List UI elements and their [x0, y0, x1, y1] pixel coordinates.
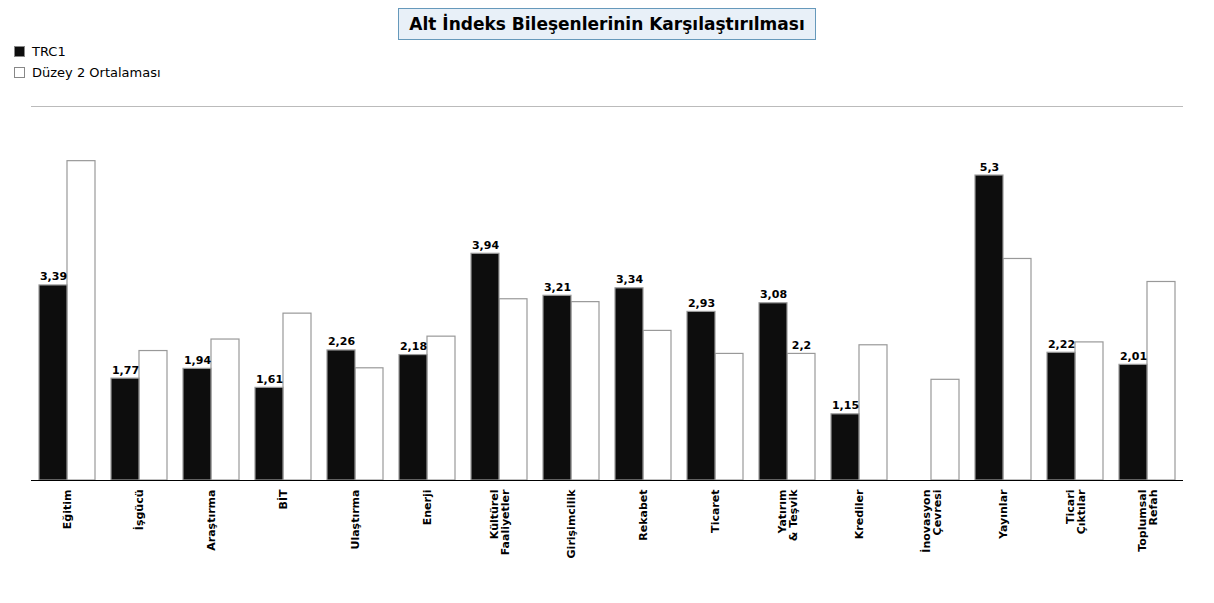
svg-text:Krediler: Krediler: [853, 489, 866, 539]
svg-text:KültürelFaaliyetler: KültürelFaaliyetler: [488, 489, 512, 555]
svg-text:2,26: 2,26: [328, 335, 355, 348]
svg-text:3,34: 3,34: [616, 273, 643, 286]
svg-text:2,01: 2,01: [1120, 350, 1147, 363]
svg-text:1,15: 1,15: [832, 399, 859, 412]
svg-text:1,94: 1,94: [184, 354, 211, 367]
svg-text:TicariÇıktılar: TicariÇıktılar: [1064, 489, 1088, 534]
svg-text:3,39: 3,39: [40, 270, 67, 283]
svg-text:2,18: 2,18: [400, 340, 427, 353]
html-text:Düzey 2 Ortalaması: Düzey 2 Ortalaması: [32, 65, 161, 80]
svg-text:BİT: BİT: [276, 489, 290, 509]
svg-text:3,21: 3,21: [544, 281, 571, 294]
svg-text:2,2: 2,2: [792, 339, 812, 352]
svg-text:Enerji: Enerji: [421, 490, 434, 526]
svg-text:Yatırım& Teşvik: Yatırım& Teşvik: [776, 489, 800, 541]
svg-text:Araştırma: Araştırma: [205, 490, 218, 551]
svg-text:Girişimcilik: Girişimcilik: [565, 489, 578, 559]
svg-text:Ulaştırma: Ulaştırma: [349, 490, 362, 550]
svg-text:İnovasyonÇevresi: İnovasyonÇevresi: [919, 490, 944, 553]
svg-text:3,94: 3,94: [472, 239, 499, 252]
svg-text:2,22: 2,22: [1048, 338, 1075, 351]
svg-text:Rekabet: Rekabet: [637, 490, 650, 541]
svg-text:2,93: 2,93: [688, 297, 715, 310]
svg-text:İşgücü: İşgücü: [132, 490, 146, 531]
svg-text:3,08: 3,08: [760, 288, 787, 301]
svg-text:Ticaret: Ticaret: [709, 490, 722, 533]
html-text:Alt İndeks Bileşenlerinin Karş: Alt İndeks Bileşenlerinin Karşılaştırılm…: [409, 14, 805, 34]
svg-text:1,61: 1,61: [256, 373, 283, 386]
svg-text:Eğitim: Eğitim: [61, 490, 74, 530]
svg-text:5,3: 5,3: [980, 161, 1000, 174]
html-text:TRC1: TRC1: [32, 44, 66, 59]
svg-text:Yayınlar: Yayınlar: [997, 489, 1010, 540]
svg-text:ToplumsalRefah: ToplumsalRefah: [1136, 490, 1160, 552]
svg-text:1,77: 1,77: [112, 364, 139, 377]
